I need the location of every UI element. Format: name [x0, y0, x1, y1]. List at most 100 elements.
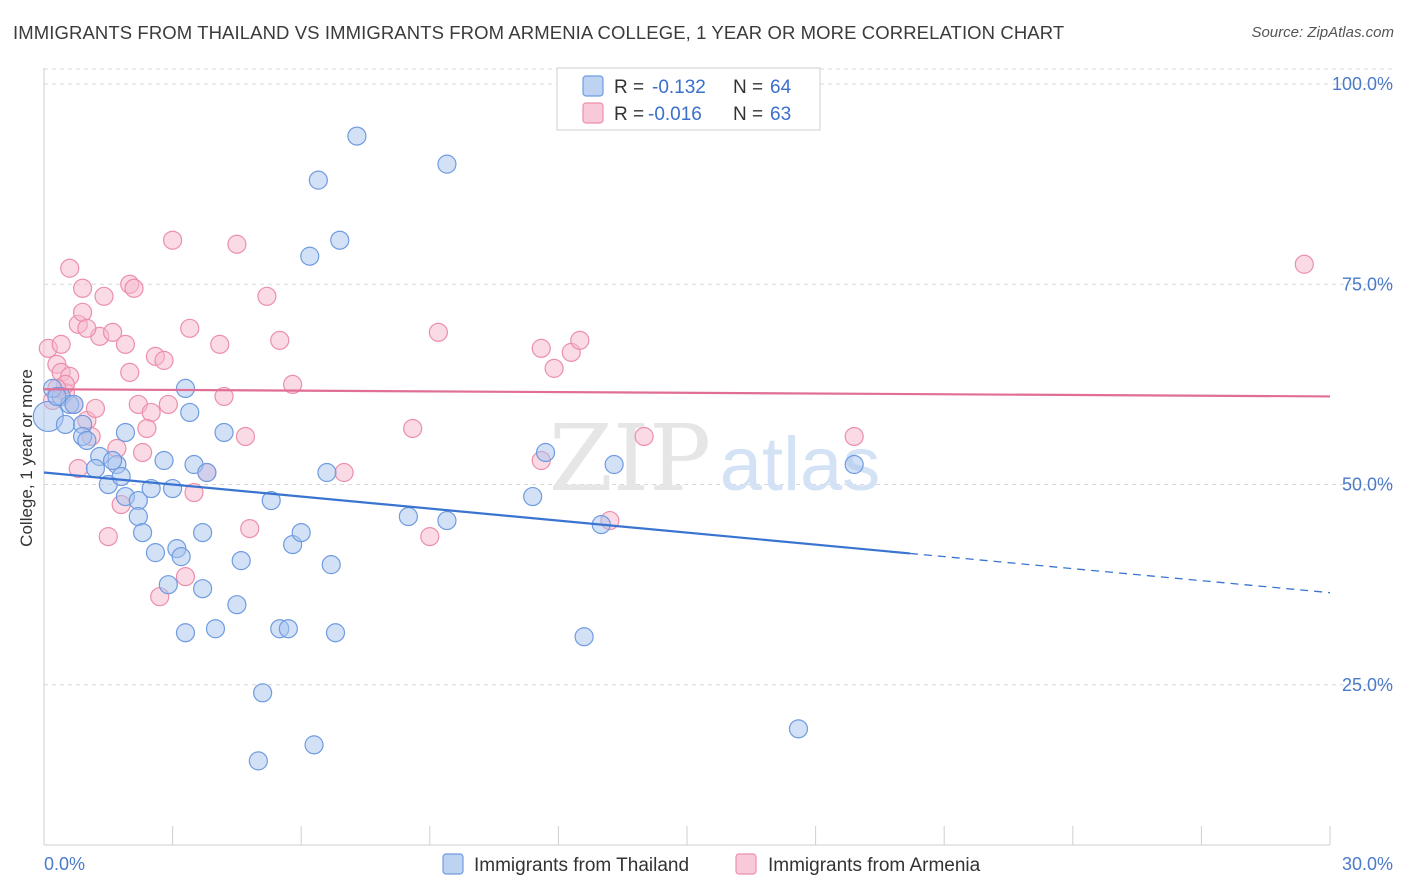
legend-swatch-thailand: [582, 75, 604, 97]
thailand-point: [205, 619, 226, 639]
watermark-zip: ZIP: [549, 405, 711, 512]
thailand-point: [171, 547, 191, 567]
thailand-points: [32, 126, 864, 771]
thailand-point: [604, 454, 624, 475]
thailand-point: [64, 394, 84, 415]
armenia-point: [158, 394, 178, 415]
armenia-point: [60, 258, 80, 278]
top-legend: R = -0.132 N = 64 R = -0.016 N = 63: [556, 67, 821, 131]
watermark: ZIP atlas: [549, 405, 880, 512]
armenia-point: [428, 322, 448, 342]
thailand-point: [102, 450, 123, 471]
thailand-point: [330, 230, 350, 250]
thailand-point: [85, 458, 106, 479]
legend-n-label-armenia: N =: [733, 104, 763, 125]
y-tick-label-100: 100.0%: [1332, 74, 1393, 94]
bottom-legend-swatch-armenia: [735, 853, 757, 875]
y-tick-label-50: 50.0%: [1342, 475, 1393, 495]
thailand-point: [523, 486, 543, 507]
armenia-point: [72, 302, 93, 322]
armenia-point: [570, 330, 590, 350]
armenia-point: [235, 426, 256, 447]
armenia-point: [141, 402, 161, 423]
armenia-point: [180, 318, 200, 338]
thailand-point: [317, 462, 337, 483]
legend-n-value-thailand: 64: [770, 77, 792, 98]
armenia-point: [175, 567, 196, 587]
thailand-point: [248, 751, 268, 771]
armenia-trendline: [43, 388, 1331, 398]
thailand-point: [227, 595, 247, 615]
thailand-point: [253, 683, 273, 703]
x-ticks: [43, 826, 1331, 845]
armenia-point: [420, 527, 440, 547]
armenia-point: [227, 234, 247, 254]
gridlines: [44, 68, 1393, 686]
armenia-point: [163, 230, 183, 250]
thailand-point: [300, 246, 320, 266]
thailand-point: [291, 522, 311, 543]
x-tick-label-max: 30.0%: [1342, 854, 1393, 874]
armenia-point: [1294, 254, 1314, 274]
armenia-points: [38, 230, 1314, 607]
thailand-point: [193, 522, 213, 543]
legend-n-label-thailand: N =: [733, 77, 763, 98]
armenia-point: [283, 374, 303, 395]
armenia-point: [132, 442, 153, 463]
thailand-point: [321, 555, 341, 575]
thailand-trendline-extension: [909, 552, 1331, 594]
thailand-point: [788, 719, 809, 739]
thailand-point: [158, 575, 178, 595]
armenia-point: [154, 350, 174, 370]
x-tick-label-min: 0.0%: [44, 854, 85, 874]
thailand-point: [47, 386, 67, 407]
legend-r-value-armenia: -0.016: [648, 104, 702, 125]
thailand-point: [197, 462, 217, 483]
bottom-legend: Immigrants from Thailand Immigrants from…: [442, 853, 981, 876]
armenia-point: [85, 398, 106, 419]
armenia-point: [77, 318, 97, 338]
y-axis-label: College, 1 year or more: [17, 369, 36, 547]
thailand-point: [193, 579, 213, 599]
thailand-point: [437, 510, 457, 531]
thailand-point: [574, 627, 594, 647]
y-tick-labels: 25.0% 50.0% 75.0% 100.0%: [1332, 74, 1393, 695]
bottom-legend-label-armenia: Immigrants from Armenia: [768, 855, 981, 876]
thailand-point: [145, 543, 166, 563]
thailand-point: [115, 422, 136, 443]
chart-source: Source: ZipAtlas.com: [1251, 24, 1394, 41]
armenia-point: [544, 358, 564, 378]
legend-r-value-thailand: -0.132: [652, 77, 706, 98]
bottom-legend-swatch-thailand: [442, 853, 464, 875]
armenia-point: [844, 426, 864, 447]
bottom-legend-label-thailand: Immigrants from Thailand: [474, 855, 689, 876]
thailand-point: [325, 623, 346, 643]
thailand-point: [175, 623, 196, 643]
armenia-point: [270, 330, 290, 350]
thailand-point: [175, 378, 196, 399]
y-tick-label-75: 75.0%: [1342, 274, 1393, 294]
thailand-point: [77, 430, 97, 451]
thailand-point: [304, 735, 324, 755]
thailand-point: [437, 154, 457, 174]
armenia-point: [210, 334, 230, 354]
armenia-point: [51, 334, 71, 354]
thailand-trendline: [43, 471, 911, 555]
thailand-point: [308, 170, 328, 190]
legend-r-label-armenia: R =: [614, 104, 644, 125]
armenia-point: [403, 418, 423, 439]
thailand-point: [55, 414, 76, 435]
chart-title: IMMIGRANTS FROM THAILAND VS IMMIGRANTS F…: [13, 22, 1065, 43]
armenia-point: [634, 426, 654, 447]
armenia-point: [137, 418, 157, 439]
armenia-point: [240, 518, 260, 539]
armenia-point: [257, 286, 277, 306]
armenia-point: [72, 278, 93, 298]
thailand-point: [111, 466, 131, 487]
armenia-point: [531, 338, 551, 358]
armenia-point: [98, 527, 118, 547]
thailand-point: [844, 454, 864, 475]
armenia-point: [120, 362, 140, 382]
thailand-point: [535, 442, 556, 463]
